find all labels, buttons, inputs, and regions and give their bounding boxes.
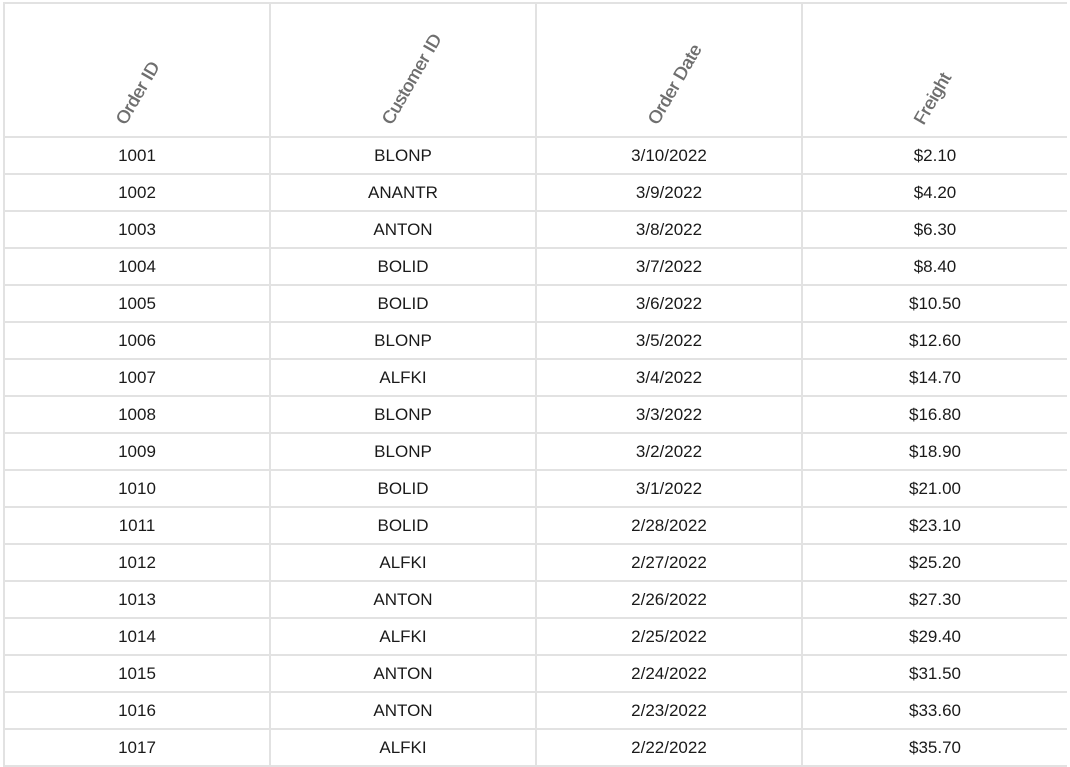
cell-customer-id[interactable]: BLONP [269, 432, 537, 471]
cell-freight[interactable]: $10.50 [801, 284, 1067, 323]
table-row[interactable]: 1014 ALFKI 2/25/2022 $29.40 [3, 617, 1067, 656]
table-row[interactable]: 1005 BOLID 3/6/2022 $10.50 [3, 284, 1067, 323]
cell-order-id[interactable]: 1017 [3, 728, 271, 767]
cell-freight[interactable]: $4.20 [801, 173, 1067, 212]
cell-order-date[interactable]: 3/8/2022 [535, 210, 803, 249]
column-header-label: Customer ID [377, 30, 446, 128]
table-row[interactable]: 1001 BLONP 3/10/2022 $2.10 [3, 136, 1067, 175]
table-row[interactable]: 1015 ANTON 2/24/2022 $31.50 [3, 654, 1067, 693]
cell-order-date[interactable]: 3/2/2022 [535, 432, 803, 471]
cell-customer-id[interactable]: ALFKI [269, 617, 537, 656]
cell-customer-id[interactable]: ANTON [269, 691, 537, 730]
cell-freight[interactable]: $18.90 [801, 432, 1067, 471]
column-header-label: Order Date [643, 40, 706, 128]
cell-freight[interactable]: $8.40 [801, 247, 1067, 286]
orders-table: Order ID Customer ID Order Date Freight … [3, 2, 1067, 767]
cell-customer-id[interactable]: ANTON [269, 210, 537, 249]
cell-customer-id[interactable]: ANTON [269, 580, 537, 619]
table-row[interactable]: 1010 BOLID 3/1/2022 $21.00 [3, 469, 1067, 508]
cell-order-date[interactable]: 3/5/2022 [535, 321, 803, 360]
cell-customer-id[interactable]: BLONP [269, 395, 537, 434]
table-row[interactable]: 1006 BLONP 3/5/2022 $12.60 [3, 321, 1067, 360]
cell-order-id[interactable]: 1004 [3, 247, 271, 286]
table-row[interactable]: 1002 ANANTR 3/9/2022 $4.20 [3, 173, 1067, 212]
cell-freight[interactable]: $27.30 [801, 580, 1067, 619]
cell-customer-id[interactable]: BOLID [269, 506, 537, 545]
cell-order-id[interactable]: 1012 [3, 543, 271, 582]
cell-order-date[interactable]: 3/9/2022 [535, 173, 803, 212]
table-row[interactable]: 1013 ANTON 2/26/2022 $27.30 [3, 580, 1067, 619]
cell-customer-id[interactable]: ANANTR [269, 173, 537, 212]
column-header-customer-id[interactable]: Customer ID [269, 2, 537, 138]
cell-order-date[interactable]: 3/7/2022 [535, 247, 803, 286]
column-header-order-date[interactable]: Order Date [535, 2, 803, 138]
column-header-label: Order ID [111, 58, 164, 129]
table-row[interactable]: 1011 BOLID 2/28/2022 $23.10 [3, 506, 1067, 545]
column-header-freight[interactable]: Freight [801, 2, 1067, 138]
cell-freight[interactable]: $12.60 [801, 321, 1067, 360]
table-row[interactable]: 1017 ALFKI 2/22/2022 $35.70 [3, 728, 1067, 767]
cell-order-id[interactable]: 1003 [3, 210, 271, 249]
cell-order-date[interactable]: 2/24/2022 [535, 654, 803, 693]
cell-customer-id[interactable]: ALFKI [269, 728, 537, 767]
cell-customer-id[interactable]: BLONP [269, 321, 537, 360]
cell-order-date[interactable]: 2/25/2022 [535, 617, 803, 656]
cell-freight[interactable]: $35.70 [801, 728, 1067, 767]
cell-customer-id[interactable]: BOLID [269, 284, 537, 323]
cell-order-id[interactable]: 1001 [3, 136, 271, 175]
cell-order-date[interactable]: 3/4/2022 [535, 358, 803, 397]
cell-order-date[interactable]: 2/28/2022 [535, 506, 803, 545]
cell-order-date[interactable]: 2/22/2022 [535, 728, 803, 767]
table-row[interactable]: 1008 BLONP 3/3/2022 $16.80 [3, 395, 1067, 434]
orders-grid: Order ID Customer ID Order Date Freight … [3, 2, 1067, 767]
cell-order-id[interactable]: 1010 [3, 469, 271, 508]
cell-freight[interactable]: $14.70 [801, 358, 1067, 397]
cell-order-id[interactable]: 1002 [3, 173, 271, 212]
table-row[interactable]: 1004 BOLID 3/7/2022 $8.40 [3, 247, 1067, 286]
cell-freight[interactable]: $2.10 [801, 136, 1067, 175]
cell-order-id[interactable]: 1007 [3, 358, 271, 397]
cell-freight[interactable]: $21.00 [801, 469, 1067, 508]
cell-customer-id[interactable]: BOLID [269, 469, 537, 508]
cell-freight[interactable]: $33.60 [801, 691, 1067, 730]
cell-customer-id[interactable]: BLONP [269, 136, 537, 175]
cell-freight[interactable]: $23.10 [801, 506, 1067, 545]
cell-order-id[interactable]: 1015 [3, 654, 271, 693]
cell-order-id[interactable]: 1014 [3, 617, 271, 656]
cell-order-id[interactable]: 1008 [3, 395, 271, 434]
cell-customer-id[interactable]: BOLID [269, 247, 537, 286]
cell-freight[interactable]: $25.20 [801, 543, 1067, 582]
cell-order-id[interactable]: 1009 [3, 432, 271, 471]
cell-order-date[interactable]: 2/26/2022 [535, 580, 803, 619]
cell-customer-id[interactable]: ALFKI [269, 358, 537, 397]
cell-order-id[interactable]: 1013 [3, 580, 271, 619]
cell-order-date[interactable]: 3/6/2022 [535, 284, 803, 323]
table-row[interactable]: 1009 BLONP 3/2/2022 $18.90 [3, 432, 1067, 471]
cell-freight[interactable]: $29.40 [801, 617, 1067, 656]
table-row[interactable]: 1016 ANTON 2/23/2022 $33.60 [3, 691, 1067, 730]
column-header-label: Freight [909, 69, 956, 128]
cell-order-date[interactable]: 3/1/2022 [535, 469, 803, 508]
cell-order-id[interactable]: 1005 [3, 284, 271, 323]
table-row[interactable]: 1012 ALFKI 2/27/2022 $25.20 [3, 543, 1067, 582]
cell-order-id[interactable]: 1016 [3, 691, 271, 730]
cell-freight[interactable]: $16.80 [801, 395, 1067, 434]
table-row[interactable]: 1007 ALFKI 3/4/2022 $14.70 [3, 358, 1067, 397]
table-row[interactable]: 1003 ANTON 3/8/2022 $6.30 [3, 210, 1067, 249]
cell-order-id[interactable]: 1011 [3, 506, 271, 545]
cell-order-date[interactable]: 2/23/2022 [535, 691, 803, 730]
cell-freight[interactable]: $31.50 [801, 654, 1067, 693]
cell-order-id[interactable]: 1006 [3, 321, 271, 360]
cell-order-date[interactable]: 3/10/2022 [535, 136, 803, 175]
cell-order-date[interactable]: 3/3/2022 [535, 395, 803, 434]
cell-order-date[interactable]: 2/27/2022 [535, 543, 803, 582]
header-row: Order ID Customer ID Order Date Freight [3, 2, 1067, 138]
cell-freight[interactable]: $6.30 [801, 210, 1067, 249]
column-header-order-id[interactable]: Order ID [3, 2, 271, 138]
cell-customer-id[interactable]: ANTON [269, 654, 537, 693]
grid-body: 1001 BLONP 3/10/2022 $2.10 1002 ANANTR 3/9/202… [3, 136, 1067, 767]
cell-customer-id[interactable]: ALFKI [269, 543, 537, 582]
